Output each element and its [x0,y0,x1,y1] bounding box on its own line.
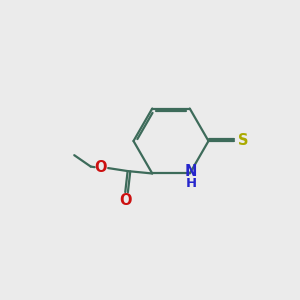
Text: S: S [238,133,248,148]
Text: H: H [186,177,197,190]
Text: N: N [185,164,197,179]
Text: O: O [94,160,106,175]
Text: O: O [119,193,132,208]
